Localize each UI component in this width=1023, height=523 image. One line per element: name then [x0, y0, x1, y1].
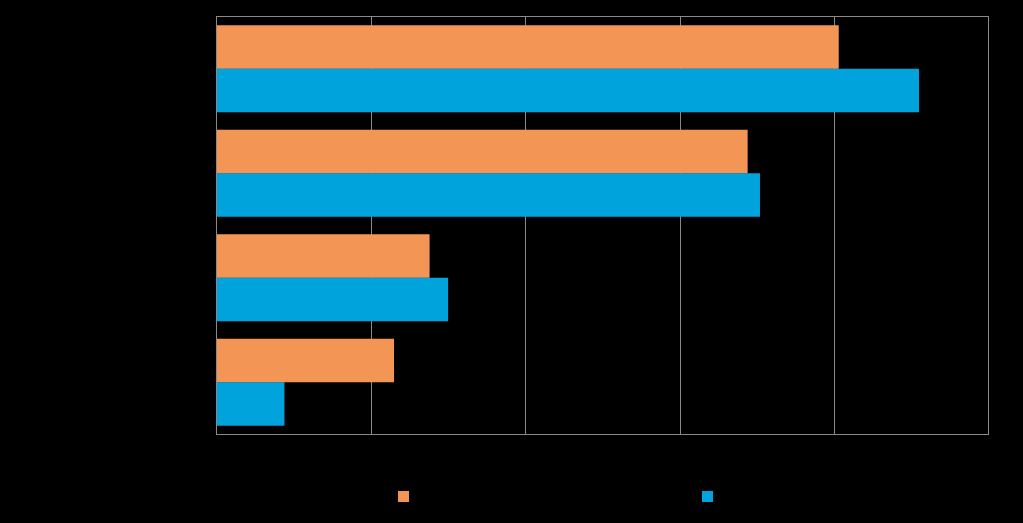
legend-swatch-series-1 [398, 491, 409, 502]
bar-series-2-category-4 [216, 382, 285, 426]
bar-series-2-category-1 [216, 68, 920, 113]
bar-series-1-category-3 [216, 234, 430, 278]
bar-series-2-category-3 [216, 277, 449, 322]
bars [216, 25, 920, 426]
legend [398, 491, 713, 502]
bar-series-1-category-2 [216, 129, 748, 174]
bar-series-2-category-2 [216, 173, 760, 217]
bar-series-1-category-1 [216, 25, 839, 69]
plot-area-frame [216, 16, 989, 435]
legend-swatch-series-2 [702, 491, 713, 502]
bar-series-1-category-4 [216, 338, 395, 383]
